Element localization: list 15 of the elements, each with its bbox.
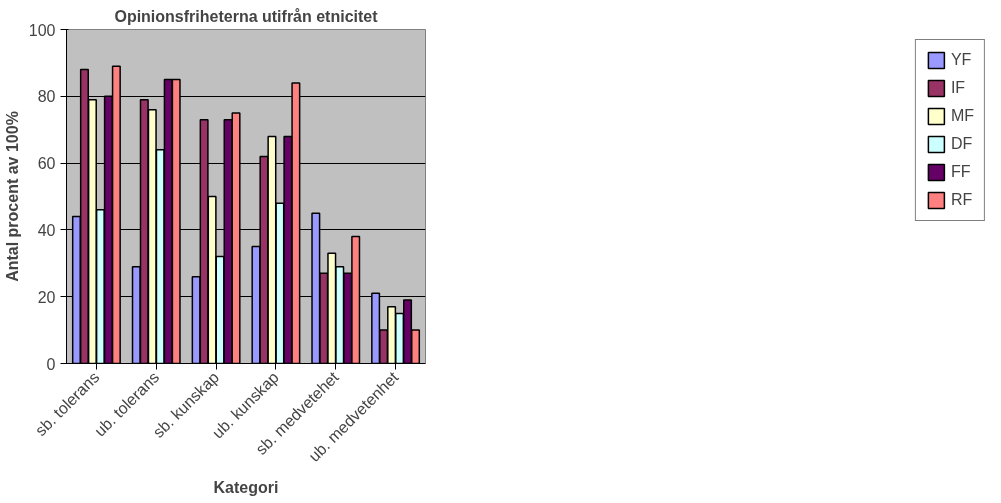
- y-tick-label: 0: [46, 355, 56, 373]
- legend-label: YF: [950, 51, 972, 69]
- legend-label: DF: [950, 135, 973, 153]
- y-tick-label: 20: [37, 288, 56, 306]
- y-tick-label: 60: [37, 155, 56, 173]
- y-tick-label: 80: [37, 88, 56, 106]
- y-tick-label: 100: [28, 21, 56, 39]
- legend-label: IF: [950, 79, 967, 97]
- y-axis-title: Antal procent av 100%: [3, 111, 21, 282]
- chart-title: Opinionsfriheterna utifrån etnicitet: [114, 7, 379, 25]
- legend-label: FF: [950, 163, 971, 181]
- y-tick-label: 40: [37, 221, 56, 239]
- x-axis-title: Kategori: [213, 478, 279, 496]
- legend-label: MF: [950, 107, 974, 125]
- legend-label: RF: [950, 191, 973, 209]
